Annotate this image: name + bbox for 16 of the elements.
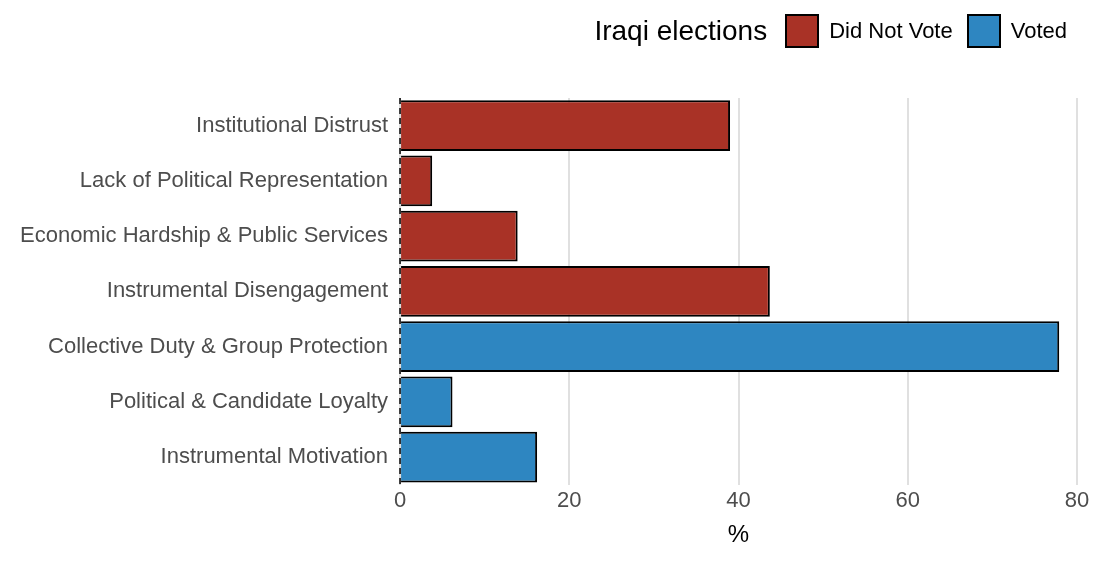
- y-tick-label: Instrumental Disengagement: [106, 277, 389, 303]
- legend-title: Iraqi elections: [594, 15, 768, 47]
- x-tick-label: 40: [726, 487, 751, 513]
- y-tick-label: Collective Duty & Group Protection: [48, 332, 389, 358]
- x-tick-label: 20: [557, 487, 582, 513]
- x-axis-title: %: [727, 520, 750, 548]
- y-tick-label: Instrumental Motivation: [160, 443, 389, 469]
- y-tick-label: Institutional Distrust: [196, 111, 389, 137]
- x-tick-label: 60: [895, 487, 920, 513]
- x-tick-label: 0: [393, 487, 407, 513]
- legend-label: Voted: [1010, 18, 1067, 44]
- y-tick-label: Lack of Political Representation: [79, 166, 389, 192]
- y-tick-label: Political & Candidate Loyalty: [109, 387, 389, 413]
- legend-label: Did Not Vote: [829, 18, 953, 44]
- y-tick-label: Economic Hardship & Public Services: [19, 222, 389, 248]
- x-tick-label: 80: [1064, 487, 1090, 513]
